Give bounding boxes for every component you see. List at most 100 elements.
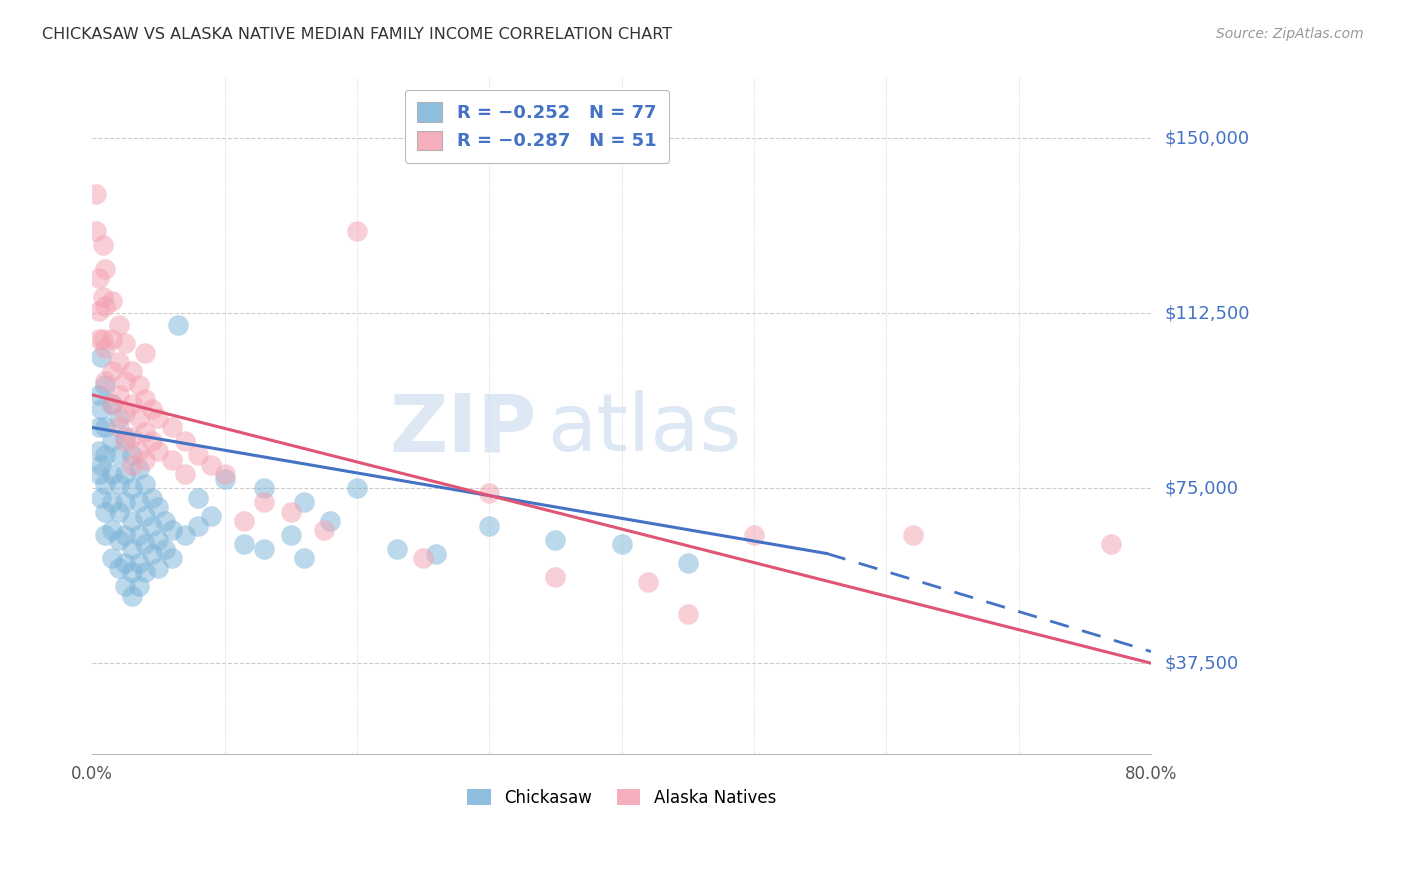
- Text: ZIP: ZIP: [389, 391, 537, 468]
- Point: [425, 547, 447, 561]
- Point: [637, 574, 659, 589]
- Point: [101, 523, 124, 537]
- Point: [94, 476, 117, 491]
- Point: [107, 476, 129, 491]
- Point: [107, 420, 129, 434]
- Point: [148, 560, 170, 574]
- Point: [94, 420, 117, 434]
- Point: [128, 579, 150, 593]
- Point: [253, 495, 276, 509]
- Point: [121, 449, 143, 463]
- Point: [478, 518, 501, 533]
- Point: [346, 224, 368, 238]
- Point: [544, 533, 567, 547]
- Point: [114, 374, 136, 388]
- Point: [121, 514, 143, 528]
- Point: [114, 528, 136, 542]
- Point: [214, 467, 236, 482]
- Point: [107, 533, 129, 547]
- Point: [121, 364, 143, 378]
- Point: [114, 430, 136, 444]
- Point: [121, 458, 143, 472]
- Point: [107, 318, 129, 332]
- Point: [128, 411, 150, 425]
- Text: CHICKASAW VS ALASKA NATIVE MEDIAN FAMILY INCOME CORRELATION CHART: CHICKASAW VS ALASKA NATIVE MEDIAN FAMILY…: [42, 27, 672, 42]
- Point: [94, 449, 117, 463]
- Point: [94, 528, 117, 542]
- Point: [233, 537, 256, 551]
- Point: [91, 238, 114, 252]
- Point: [187, 518, 209, 533]
- Point: [101, 434, 124, 449]
- Point: [90, 351, 112, 365]
- Point: [101, 364, 124, 378]
- Point: [901, 528, 924, 542]
- Point: [280, 504, 302, 518]
- Legend: Chickasaw, Alaska Natives: Chickasaw, Alaska Natives: [461, 782, 783, 814]
- Point: [87, 271, 110, 285]
- Point: [128, 495, 150, 509]
- Point: [173, 467, 195, 482]
- Point: [148, 500, 170, 514]
- Point: [346, 481, 368, 495]
- Point: [101, 397, 124, 411]
- Point: [107, 355, 129, 369]
- Point: [160, 551, 183, 566]
- Point: [153, 514, 176, 528]
- Point: [101, 332, 124, 346]
- Text: $75,000: $75,000: [1166, 479, 1239, 497]
- Point: [134, 392, 156, 407]
- Point: [128, 528, 150, 542]
- Point: [87, 388, 110, 402]
- Point: [87, 467, 110, 482]
- Point: [160, 420, 183, 434]
- Point: [84, 224, 107, 238]
- Point: [107, 560, 129, 574]
- Point: [121, 541, 143, 556]
- Point: [148, 533, 170, 547]
- Point: [544, 570, 567, 584]
- Point: [160, 453, 183, 467]
- Point: [114, 579, 136, 593]
- Point: [292, 551, 315, 566]
- Point: [101, 294, 124, 309]
- Point: [114, 556, 136, 570]
- Point: [121, 397, 143, 411]
- Point: [1099, 537, 1122, 551]
- Point: [121, 589, 143, 603]
- Point: [312, 523, 335, 537]
- Point: [101, 467, 124, 482]
- Point: [187, 491, 209, 505]
- Text: $150,000: $150,000: [1166, 129, 1250, 147]
- Point: [200, 509, 222, 524]
- Point: [91, 332, 114, 346]
- Point: [107, 388, 129, 402]
- Point: [107, 411, 129, 425]
- Point: [134, 509, 156, 524]
- Text: Source: ZipAtlas.com: Source: ZipAtlas.com: [1216, 27, 1364, 41]
- Point: [87, 303, 110, 318]
- Text: $112,500: $112,500: [1166, 304, 1250, 322]
- Point: [114, 467, 136, 482]
- Point: [90, 491, 112, 505]
- Point: [478, 486, 501, 500]
- Point: [742, 528, 765, 542]
- Point: [141, 401, 163, 416]
- Point: [233, 514, 256, 528]
- Point: [148, 443, 170, 458]
- Point: [128, 462, 150, 476]
- Point: [94, 299, 117, 313]
- Point: [87, 443, 110, 458]
- Point: [114, 336, 136, 351]
- Point: [114, 407, 136, 421]
- Point: [676, 607, 699, 622]
- Point: [91, 290, 114, 304]
- Point: [141, 434, 163, 449]
- Point: [200, 458, 222, 472]
- Point: [87, 332, 110, 346]
- Point: [94, 374, 117, 388]
- Point: [280, 528, 302, 542]
- Point: [319, 514, 342, 528]
- Point: [292, 495, 315, 509]
- Point: [148, 411, 170, 425]
